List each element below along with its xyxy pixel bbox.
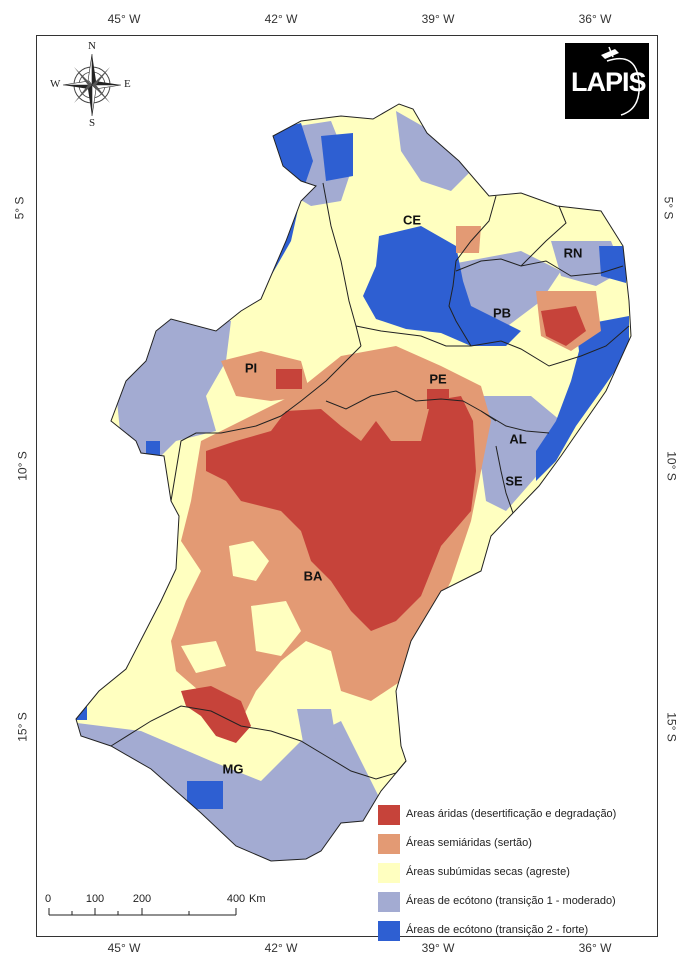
state-label-pe: PE <box>429 371 447 387</box>
legend-item: Áreas de ecótono (transição 2 - forte) <box>378 919 650 948</box>
scale-tick-label: 400 <box>226 893 246 905</box>
legend-swatch <box>378 892 400 912</box>
latitude-label-right: 15° S <box>664 712 679 742</box>
scale-bar: 0 100 200 400 Km <box>44 893 288 923</box>
legend-item: Areas áridas (desertificação e degradaçã… <box>378 803 650 832</box>
longitude-label-bottom: 36° W <box>578 941 612 955</box>
longitude-label-top: 45° W <box>107 12 141 26</box>
state-label-al: AL <box>509 431 527 447</box>
legend-swatch <box>378 805 400 825</box>
state-label-rn: RN <box>563 245 583 261</box>
climate-zones <box>76 104 631 861</box>
latitude-label-left: 10° S <box>15 451 30 481</box>
compass-south: S <box>89 117 96 129</box>
compass-west: W <box>50 78 61 90</box>
longitude-label-bottom: 39° W <box>421 941 455 955</box>
lapis-logo: LAPIS <box>565 43 649 119</box>
legend-label: Áreas semiáridas (sertão) <box>406 837 532 849</box>
map-frame: CE RN PB PE PI AL SE BA MG <box>36 35 658 937</box>
legend-item: Áreas subúmidas secas (agreste) <box>378 861 650 890</box>
scale-tick-label: 0 <box>44 893 52 905</box>
longitude-label-top: 39° W <box>421 12 455 26</box>
legend-swatch <box>378 834 400 854</box>
longitude-label-bottom: 42° W <box>264 941 298 955</box>
compass-north: N <box>88 40 96 52</box>
legend-label: Areas áridas (desertificação e degradaçã… <box>406 808 617 820</box>
map-legend: Areas áridas (desertificação e degradaçã… <box>378 803 650 948</box>
latitude-label-right: 10° S <box>664 451 679 481</box>
legend-swatch <box>378 863 400 883</box>
state-label-ce: CE <box>402 212 422 228</box>
latitude-label-left: 15° S <box>15 712 30 742</box>
latitude-label-left: 5° S <box>12 196 27 220</box>
scale-tick-label: 200 <box>132 893 152 905</box>
state-label-mg: MG <box>222 761 244 777</box>
compass-east: E <box>124 78 131 90</box>
longitude-label-top: 36° W <box>578 12 612 26</box>
scale-tick-label: 100 <box>85 893 105 905</box>
state-label-ba: BA <box>303 568 323 584</box>
legend-item: Áreas semiáridas (sertão) <box>378 832 650 861</box>
scale-unit: Km <box>249 893 266 905</box>
legend-label: Áreas de ecótono (transição 1 - moderado… <box>406 895 616 907</box>
logo-wordmark: LAPIS <box>571 67 647 97</box>
legend-swatch <box>378 921 400 941</box>
longitude-label-bottom: 45° W <box>107 941 141 955</box>
state-label-pb: PB <box>492 305 512 321</box>
longitude-label-top: 42° W <box>264 12 298 26</box>
scale-bar-graphic <box>48 908 237 916</box>
latitude-label-right: 5° S <box>661 196 676 220</box>
state-borders <box>75 103 632 862</box>
legend-label: Áreas de ecótono (transição 2 - forte) <box>406 924 589 936</box>
compass-rose-icon: N S E W <box>50 40 132 129</box>
legend-item: Áreas de ecótono (transição 1 - moderado… <box>378 890 650 919</box>
state-label-se: SE <box>505 473 523 489</box>
map-canvas <box>75 103 632 862</box>
state-label-pi: PI <box>244 360 258 376</box>
legend-label: Áreas subúmidas secas (agreste) <box>406 866 570 878</box>
